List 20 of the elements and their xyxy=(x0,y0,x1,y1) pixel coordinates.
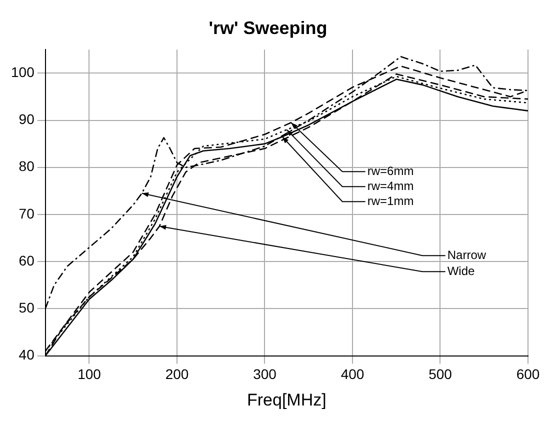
y-tick-label: 50 xyxy=(18,300,35,316)
chart-title: 'rw' Sweeping xyxy=(208,18,328,38)
x-tick-label: 200 xyxy=(165,366,189,382)
y-tick-label: 40 xyxy=(18,346,35,363)
x-tick-label: 100 xyxy=(78,366,102,382)
annotation: rw=1mm xyxy=(367,194,414,208)
annotation: Wide xyxy=(447,264,476,278)
y-tick-label: 70 xyxy=(18,205,35,222)
x-tick-label: 500 xyxy=(428,366,452,382)
y-tick-label: 90 xyxy=(18,111,35,128)
y-tick-label: 60 xyxy=(18,252,35,268)
annotation: rw=4mm xyxy=(367,178,414,193)
y-tick-label: 100 xyxy=(11,64,35,80)
x-axis-title: Freq[MHz] xyxy=(247,390,326,410)
x-tick-label: 600 xyxy=(516,366,540,382)
x-tick-label: 300 xyxy=(253,366,277,382)
x-tick-label: 400 xyxy=(340,366,364,382)
annotation: rw=6mm xyxy=(367,164,414,178)
y-tick-label: 80 xyxy=(18,158,35,174)
annotation: Narrow xyxy=(447,248,486,262)
